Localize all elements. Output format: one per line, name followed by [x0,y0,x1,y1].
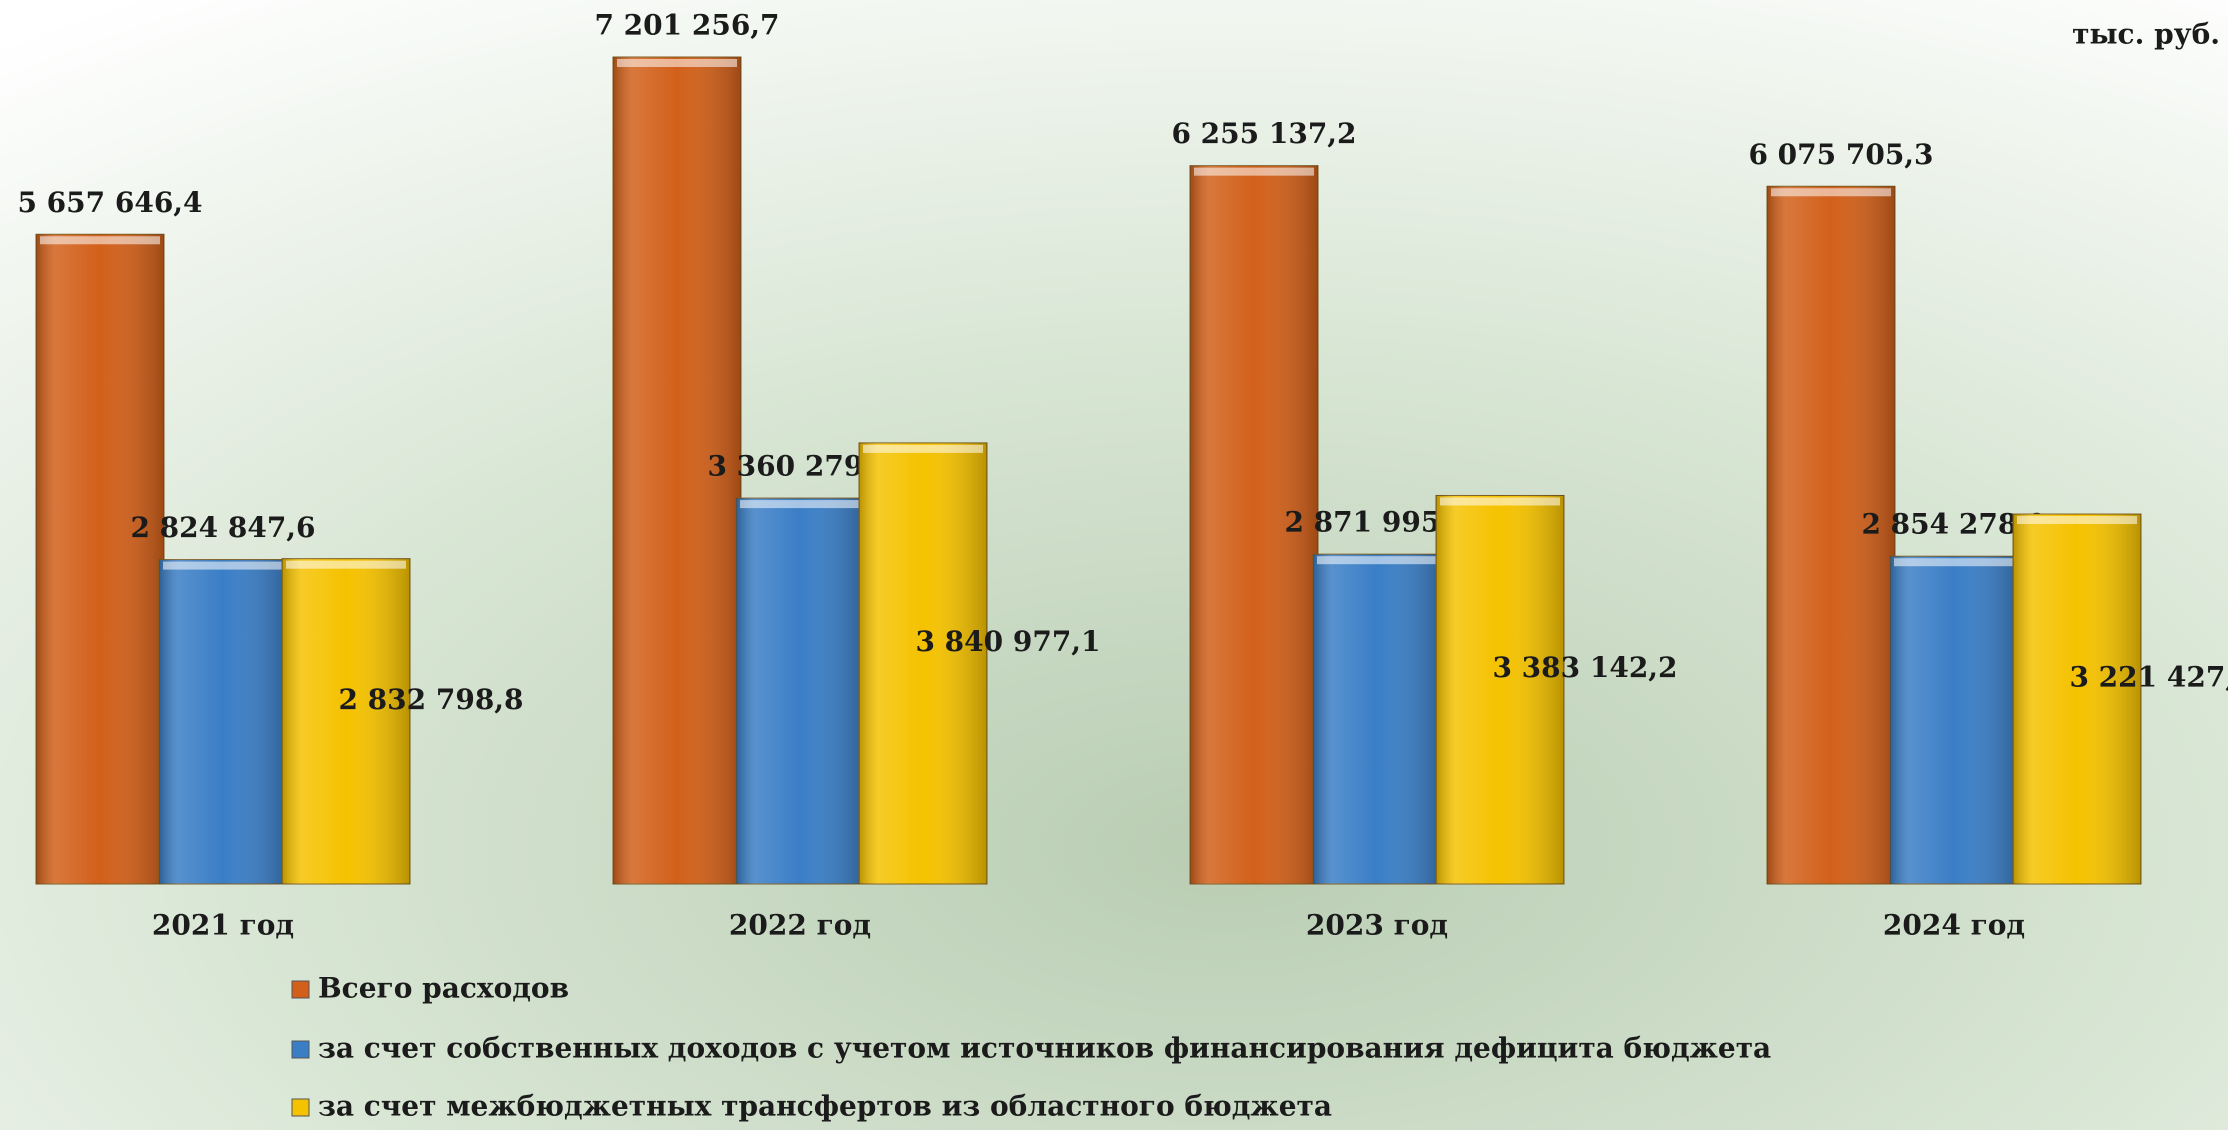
legend-swatch [291,1098,310,1117]
bar-cap [163,561,283,570]
bar-cap [740,500,860,509]
legend-swatch [291,980,310,999]
bar [1312,553,1442,885]
value-label: 7 201 256,7 [594,9,779,42]
x-tick-label: 2024 год [1883,909,2025,942]
bar [281,558,411,885]
unit-label: тыс. руб. [2072,18,2220,51]
value-label: 6 075 705,3 [1748,138,1933,171]
x-tick-label: 2023 год [1306,909,1448,942]
value-label: 3 383 142,2 [1492,651,1677,684]
legend-label: Всего расходов [318,972,569,1005]
bar-cap [1894,558,2014,567]
bar [1435,494,1565,885]
legend-label: за счет межбюджетных трансфертов из обла… [318,1090,1332,1123]
bar [158,559,288,885]
legend-swatch [291,1040,310,1059]
x-tick-label: 2021 год [152,909,294,942]
value-label: 6 255 137,2 [1171,117,1356,150]
bar [2012,513,2142,885]
bar-cap [617,59,737,67]
bar-cap [1771,188,1891,197]
value-label: 3 840 977,1 [915,625,1100,658]
x-tick-label: 2022 год [729,909,871,942]
bar-cap [1440,497,1560,506]
bar-cap [2017,516,2137,525]
bar-cap [1194,167,1314,176]
bar-cap [40,236,160,245]
bar-cap [863,444,983,453]
bar-cap [1317,556,1437,565]
value-label: 2 824 847,6 [130,511,315,544]
value-label: 3 221 427,3 [2069,661,2228,694]
bar [858,442,988,885]
value-label: 5 657 646,4 [17,186,202,219]
bar [35,233,165,885]
bar [735,497,865,885]
legend-label: за счет собственных доходов с учетом ист… [318,1032,1771,1065]
bar-cap [286,560,406,569]
bar [1889,555,2019,885]
value-label: 2 832 798,8 [338,683,523,716]
